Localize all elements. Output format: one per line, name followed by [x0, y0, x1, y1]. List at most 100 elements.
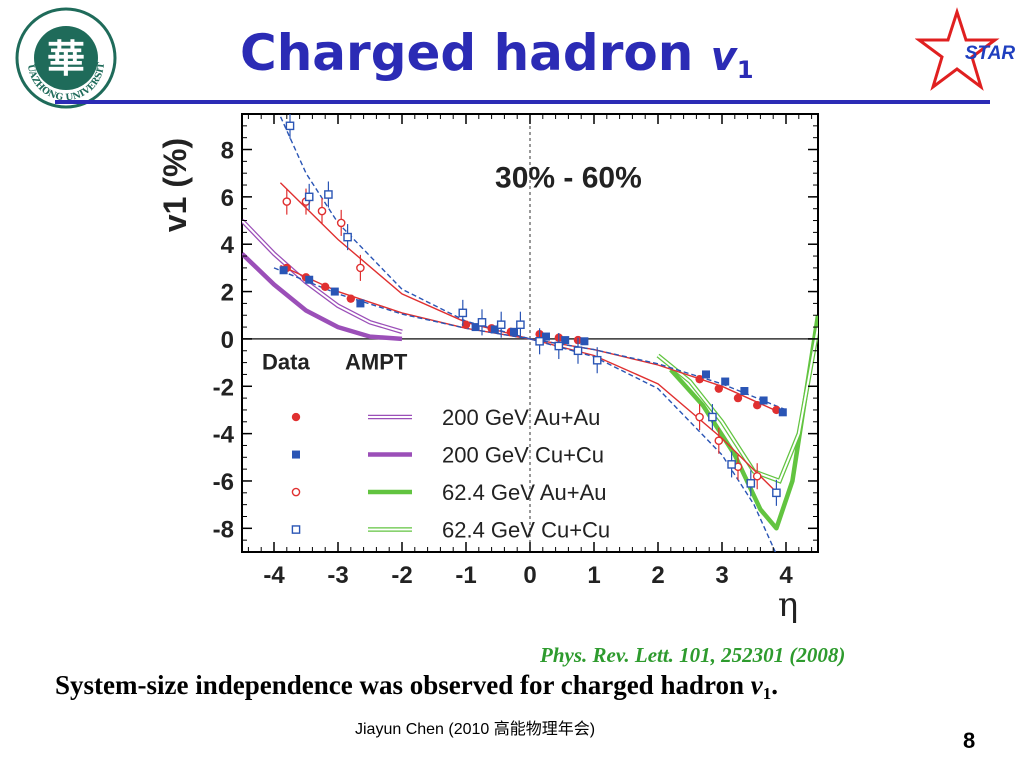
- data-point: [561, 336, 570, 345]
- x-tick-label: 4: [779, 562, 793, 589]
- x-tick-label: -2: [391, 562, 412, 589]
- data-point: [573, 346, 583, 356]
- legend-label: 62.4 GeV Au+Au: [442, 480, 607, 505]
- x-tick-label: 2: [651, 562, 664, 589]
- data-point: [516, 320, 525, 330]
- data-point: [733, 393, 743, 403]
- data-point: [324, 190, 333, 199]
- legend-marker: [291, 525, 301, 534]
- data-point: [346, 294, 355, 303]
- legend-label: 62.4 GeV Cu+Cu: [442, 518, 610, 543]
- star-logo-text: STAR: [965, 43, 1016, 64]
- fit-curve-2: [278, 114, 777, 552]
- y-tick-label: -6: [213, 469, 234, 496]
- data-point: [461, 320, 471, 329]
- y-tick-label: -2: [213, 374, 234, 401]
- legend-entry: 200 GeV Cu+Cu: [292, 443, 604, 468]
- huazhong-university-logo: 華 HUAZHONG UNIVERSITY: [14, 6, 117, 109]
- page-number: 8: [963, 728, 976, 753]
- data-point: [714, 384, 723, 393]
- data-point: [356, 299, 365, 308]
- legend-entry: 200 GeV Au+Au: [291, 405, 600, 430]
- data-point: [778, 408, 787, 417]
- data-point: [772, 405, 781, 415]
- citation: Phys. Rev. Lett. 101, 252301 (2008): [540, 643, 846, 667]
- data-point: [772, 488, 781, 498]
- data-point: [304, 192, 314, 202]
- y-tick-label: 2: [221, 280, 234, 307]
- x-tick-label: 3: [715, 562, 728, 589]
- data-point: [282, 197, 292, 206]
- data-point: [740, 387, 749, 396]
- data-point: [708, 412, 717, 422]
- y-tick-label: -8: [213, 516, 234, 543]
- legend-marker: [292, 450, 300, 459]
- data-point: [510, 327, 518, 336]
- data-point: [321, 282, 330, 292]
- data-point: [695, 374, 704, 384]
- data-point: [542, 332, 550, 341]
- title-symbol: v: [710, 34, 737, 80]
- x-tick-label: -3: [327, 562, 348, 589]
- presenter-footer: Jiayun Chen (2010 高能物理年会): [355, 721, 596, 738]
- conclusion-period: .: [771, 670, 778, 700]
- v1-vs-eta-chart: 30% - 60% Data AMPT 200 GeV Au+Au 200 GeV Cu…: [157, 113, 819, 625]
- legend-title-data: Data: [262, 350, 310, 375]
- data-point: [759, 396, 768, 405]
- data-point: [477, 318, 487, 327]
- x-tick-label: 0: [523, 562, 536, 589]
- y-tick-label: 4: [221, 232, 235, 259]
- title-rule: [55, 100, 990, 104]
- data-point: [554, 341, 564, 351]
- x-tick-label: -1: [455, 562, 476, 589]
- slide-title: Charged hadron v1: [240, 28, 754, 82]
- data-point: [496, 320, 506, 330]
- data-point: [285, 121, 295, 131]
- data-point: [714, 436, 724, 446]
- y-tick-label: 6: [221, 185, 234, 212]
- data-point: [458, 308, 468, 318]
- data-point: [721, 377, 730, 386]
- conclusion-subscript: 1: [762, 684, 772, 703]
- ampt-curve-2: [669, 314, 818, 531]
- plot-area: [242, 114, 818, 552]
- conclusion-text: System-size independence was observed fo…: [55, 670, 778, 704]
- data-point: [490, 325, 499, 334]
- logo-glyph: 華: [47, 36, 85, 81]
- data-point: [343, 232, 352, 242]
- data-point: [535, 336, 544, 346]
- data-point: [727, 460, 736, 469]
- y-tick-label: -4: [213, 422, 235, 449]
- legend-entry: 62.4 GeV Cu+Cu: [291, 518, 610, 543]
- data-point: [753, 401, 762, 410]
- x-tick-label: -4: [263, 562, 285, 589]
- data-point: [356, 263, 365, 273]
- ampt-curve-0-inner: [242, 219, 403, 333]
- y-tick-label: 0: [221, 327, 234, 354]
- data-point: [592, 355, 602, 365]
- ampt-curve-1: [242, 252, 403, 342]
- data-point: [305, 275, 314, 284]
- legend-label: 200 GeV Cu+Cu: [442, 443, 604, 468]
- data-point: [580, 337, 589, 346]
- title-text: Charged hadron: [240, 24, 711, 82]
- data-point: [471, 323, 480, 332]
- data-point: [695, 412, 704, 422]
- data-point: [279, 266, 288, 275]
- ampt-curve-3-inner: [657, 326, 818, 483]
- legend-marker: [291, 487, 301, 497]
- legend-label: 200 GeV Au+Au: [442, 405, 600, 430]
- conclusion-symbol: v: [750, 670, 763, 700]
- y-tick-label: 8: [221, 138, 234, 165]
- data-point: [336, 218, 346, 228]
- legend-marker: [291, 412, 301, 422]
- conclusion-main: System-size independence was observed fo…: [55, 670, 751, 700]
- title-subscript: 1: [736, 56, 754, 84]
- centrality-annotation: 30% - 60%: [495, 161, 642, 194]
- data-point: [752, 471, 762, 481]
- data-point: [330, 287, 339, 296]
- legend-entry: 62.4 GeV Au+Au: [291, 480, 607, 505]
- star-logo: STAR: [915, 7, 1016, 91]
- data-point: [317, 206, 327, 216]
- legend-title-model: AMPT: [345, 350, 408, 375]
